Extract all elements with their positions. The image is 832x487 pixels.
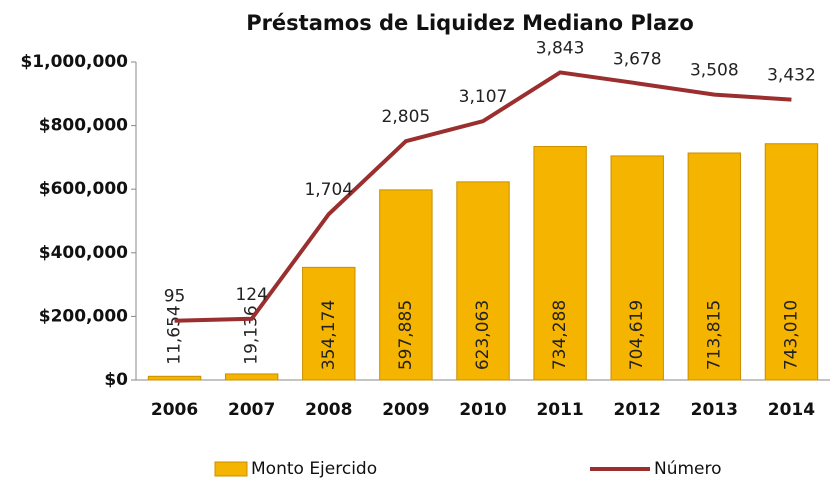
x-tick-label: 2009 [382,400,429,420]
bar-value-label: 597,885 [396,300,416,370]
x-tick-label: 2011 [536,400,583,420]
x-tick-label: 2010 [459,400,506,420]
line-value-label: 3,107 [459,87,508,107]
bar-value-label: 734,288 [550,300,570,370]
chart-title: Préstamos de Liquidez Mediano Plazo [246,11,694,35]
line-value-label: 3,508 [690,61,739,81]
bar-value-label: 11,654 [165,305,185,364]
x-tick-label: 2008 [305,400,352,420]
bar [224,373,279,381]
legend-swatch [214,461,248,477]
y-tick-label: $600,000 [39,179,128,199]
bar [533,145,587,381]
bar-value-label: 713,815 [704,300,724,370]
bar [302,266,356,381]
bar [456,181,510,381]
x-tick-label: 2012 [614,400,661,420]
bar [764,143,819,381]
y-tick-label: $800,000 [39,116,128,136]
line-value-label: 3,432 [767,66,816,86]
x-tick-label: 2007 [228,400,275,420]
y-tick-label: $1,000,000 [20,52,128,72]
bar-value-label: 623,063 [473,300,493,370]
legend-label: Monto Ejercido [251,459,377,479]
line-value-label: 2,805 [382,107,431,127]
bar-value-label: 743,010 [781,300,801,370]
legend-label: Número [654,459,722,479]
bar-value-label: 19,136 [242,305,262,364]
y-tick-label: $400,000 [39,243,128,263]
x-tick-label: 2014 [768,400,815,420]
line-value-label: 3,843 [536,38,585,58]
bar [147,375,202,381]
bar-value-label: 354,174 [319,300,339,370]
line-value-label: 3,678 [613,49,662,69]
x-tick-label: 2006 [151,400,198,420]
x-tick-label: 2013 [691,400,738,420]
line [174,70,792,323]
bar [379,189,433,381]
line-value-label: 1,704 [304,180,353,200]
line-value-label: 124 [235,285,267,305]
y-tick-label: $0 [104,370,128,390]
bar-value-label: 704,619 [627,300,647,370]
bar [610,155,664,381]
y-tick-label: $200,000 [39,306,128,326]
bar [687,152,742,381]
line-value-label: 95 [164,287,186,307]
